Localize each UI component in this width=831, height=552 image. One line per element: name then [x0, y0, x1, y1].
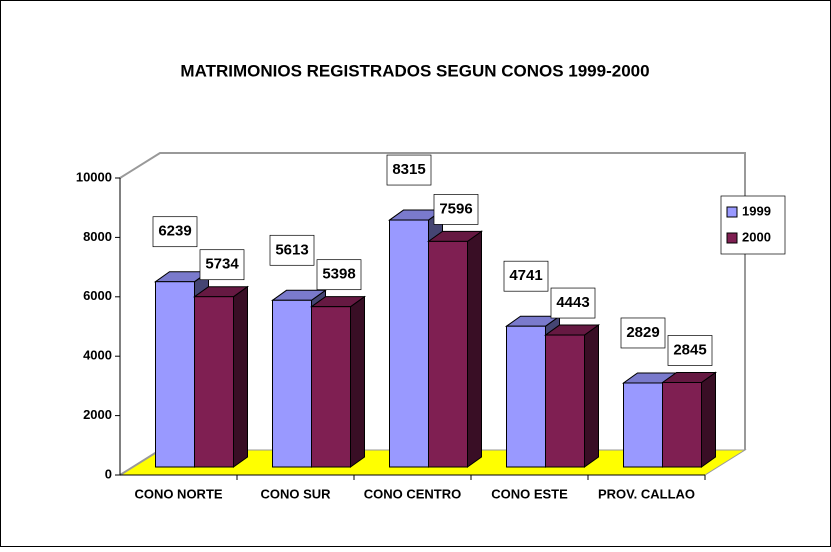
bar	[623, 382, 663, 468]
data-label: 5398	[322, 266, 355, 283]
bar	[506, 325, 546, 468]
bar-side	[701, 371, 716, 468]
y-tick-label: 4000	[83, 348, 112, 363]
legend-label: 1999	[742, 203, 771, 218]
x-tick-label: PROV. CALLAO	[598, 486, 695, 501]
x-tick-label: CONO ESTE	[491, 486, 568, 501]
y-tick-label: 10000	[76, 169, 112, 184]
data-label: 7596	[439, 200, 472, 217]
data-label: 4443	[556, 294, 589, 311]
data-label: 6239	[158, 223, 191, 240]
bar-side	[233, 285, 248, 468]
data-label-box	[667, 335, 713, 366]
data-label-box	[620, 317, 666, 349]
data-label: 2845	[673, 341, 706, 358]
data-label-box	[503, 260, 549, 292]
y-tick-label: 8000	[83, 229, 112, 244]
bar	[662, 382, 702, 468]
legend-swatch	[726, 206, 738, 218]
bar	[428, 240, 468, 468]
y-tick-label: 6000	[83, 288, 112, 303]
side-wall	[119, 449, 161, 476]
data-label: 5734	[205, 256, 239, 273]
legend-swatch	[726, 232, 738, 244]
data-label-box	[269, 234, 315, 266]
data-label-box	[152, 216, 198, 248]
x-tick-label: CONO SUR	[260, 486, 331, 501]
back-wall	[119, 152, 746, 450]
bar	[389, 219, 429, 468]
bar	[545, 334, 585, 468]
bar	[194, 296, 234, 468]
bar	[155, 281, 195, 468]
bar-side	[584, 324, 599, 468]
data-label-box	[386, 154, 432, 186]
y-tick-label: 2000	[83, 407, 112, 422]
legend-label: 2000	[742, 229, 771, 244]
x-tick-label: CONO CENTRO	[364, 486, 462, 501]
chart-title: MATRIMONIOS REGISTRADOS SEGUN CONOS 1999…	[180, 61, 649, 80]
data-label-box	[316, 259, 362, 291]
legend-box	[720, 195, 786, 255]
x-tick-label: CONO NORTE	[134, 486, 222, 501]
bar	[311, 306, 351, 468]
data-label: 2829	[626, 324, 659, 341]
data-label-box	[433, 194, 479, 225]
data-label-box	[199, 249, 245, 281]
data-label: 4741	[509, 267, 542, 284]
y-tick-label: 0	[105, 466, 112, 481]
bar-side	[467, 230, 482, 468]
bar-side	[350, 295, 365, 468]
data-label: 8315	[392, 161, 425, 178]
bar	[272, 299, 312, 468]
data-label-box	[550, 287, 596, 319]
data-label: 5613	[275, 241, 308, 258]
